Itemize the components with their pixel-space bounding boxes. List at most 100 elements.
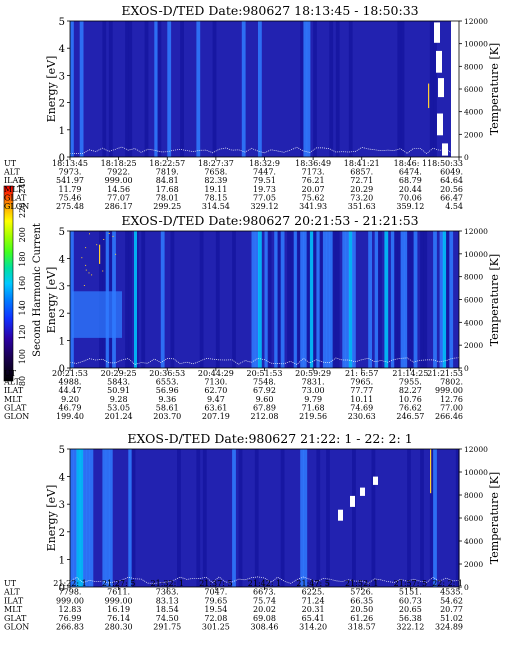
table-cell: 20:51:53 (247, 369, 283, 378)
table-cell: 7047. (204, 588, 227, 597)
table-cell: 18:50:33 (427, 159, 463, 168)
table-cell: 21:57: 5 (394, 579, 427, 588)
table-cell: 21:42: 1 (248, 579, 281, 588)
spectrogram-column (105, 449, 110, 587)
y-tick-label: 3 (59, 71, 65, 82)
temperature-trace (69, 357, 460, 365)
spectrogram-column (429, 21, 434, 157)
panel-2-ylabel: Energy [eV] (45, 267, 58, 334)
spectrogram-column (371, 449, 376, 587)
spectrogram-column (79, 21, 84, 157)
spectrogram-column (313, 21, 317, 157)
spectrogram-column (134, 231, 137, 368)
table-cell: 67.92 (253, 386, 276, 395)
table-cell: 84.81 (156, 176, 179, 185)
spectrogram-column (407, 449, 411, 587)
spectrogram-column (108, 21, 113, 157)
spectrogram-column (277, 231, 282, 368)
colorbar-gradient (3, 185, 14, 382)
table-cell: 21:37: 5 (199, 579, 232, 588)
table-cell: 314.20 (299, 623, 327, 632)
spectrogram-column (79, 449, 84, 587)
spectrogram-column (108, 449, 113, 587)
table-cell: 314.54 (202, 202, 230, 211)
spike-mark (88, 272, 90, 274)
spectrogram-column (167, 21, 172, 157)
table-cell: 71.68 (302, 403, 325, 412)
table-cell: 60.73 (399, 596, 422, 605)
table-cell: 6049. (440, 168, 463, 177)
table-cell: 266.83 (56, 623, 84, 632)
table-cell: 20.44 (399, 185, 422, 194)
spike-mark (85, 247, 87, 249)
spectrogram-column (274, 231, 278, 368)
spectrogram-column (326, 231, 330, 368)
colorbar: 80 100 120 140 160 180 200 220 240 Second Harmon… (3, 178, 43, 386)
table-cell: 324.89 (435, 623, 463, 632)
table-cell: 21:32: 1 (151, 579, 184, 588)
panel-2-spectrogram (69, 231, 460, 368)
table-cell: 14.56 (107, 185, 130, 194)
table-row-label: GLAT (4, 614, 27, 623)
table-cell: 78.15 (204, 193, 227, 202)
table-cell: 7548. (253, 378, 276, 387)
table-cell: 83.13 (156, 596, 179, 605)
y-right-tick-label: 12000 (464, 17, 488, 26)
y-tick-label: 3 (59, 500, 65, 511)
table-cell: 18:22:57 (149, 159, 185, 168)
spectrogram-column (102, 449, 107, 587)
y-right-tick-label: 2000 (464, 341, 483, 350)
table-cell: 69.08 (253, 614, 276, 623)
table-cell: 75.46 (59, 193, 82, 202)
table-cell: 20:36:53 (149, 369, 185, 378)
spectrogram-column (125, 231, 129, 368)
spectrogram-column (429, 449, 434, 587)
table-cell: 82.39 (204, 176, 227, 185)
spike-mark (91, 274, 93, 276)
table-cell: 7173. (302, 168, 325, 177)
table-cell: 18:32:9 (249, 159, 280, 168)
colorbar-label: Second Harmonic Current (32, 223, 43, 357)
y-right-tick-label: 10000 (464, 40, 488, 49)
table-row-label: ALT (3, 168, 20, 177)
table-cell: 18:46: 1 (394, 159, 427, 168)
table-cell: 18:27:37 (198, 159, 234, 168)
spectrogram-column (70, 449, 74, 587)
spike-mark (115, 253, 117, 255)
table-row-label: ILAT (4, 596, 24, 605)
spectrogram-column (374, 231, 379, 368)
table-cell: 7130. (204, 378, 227, 387)
panel-3-axes: 0 1 2 3 4 5 0 2000 4000 6000 8000 10000 12000 (59, 445, 488, 594)
panel-2-ylabel-right: Temperature [K] (488, 254, 501, 346)
table-cell: 7955. (399, 378, 422, 387)
spectrogram-column (131, 449, 136, 587)
spectrogram-column (342, 231, 347, 368)
y-tick-label: 4 (59, 254, 65, 265)
panel-2-ephemeris-table: UTALTILATMLTGLATGLON20:21:534988.44.479.… (3, 369, 463, 421)
table-cell: 9.47 (207, 395, 225, 404)
panel-1-title: EXOS-D/TED Date:980627 18:13:45 - 18:50:… (121, 3, 418, 18)
table-cell: 72.71 (350, 176, 373, 185)
spectrogram-column (293, 231, 298, 368)
table-cell: 64.64 (440, 176, 463, 185)
y-tick-label: 0 (59, 364, 65, 375)
spectrogram-column (258, 21, 262, 157)
spectrogram-column (287, 231, 291, 368)
table-cell: 4.54 (445, 202, 463, 211)
table-cell: 280.30 (105, 623, 133, 632)
spectrogram-column (303, 21, 308, 157)
table-cell: 76.14 (107, 614, 130, 623)
spectrogram-column (439, 231, 444, 368)
spectrogram-column (378, 231, 382, 368)
table-cell: 74.69 (350, 403, 373, 412)
y-right-tick-label: 8000 (464, 491, 483, 500)
table-row-label: GLON (4, 623, 29, 632)
table-row-label: ILAT (4, 176, 24, 185)
spectrogram-column (232, 231, 236, 368)
spectrogram-column (128, 449, 133, 587)
colorbar-tick-label: 240 (18, 178, 27, 193)
table-cell: 79.65 (204, 596, 227, 605)
spectrogram-column (397, 21, 402, 157)
table-cell: 19.11 (204, 185, 227, 194)
table-cell: 999.00 (56, 596, 84, 605)
